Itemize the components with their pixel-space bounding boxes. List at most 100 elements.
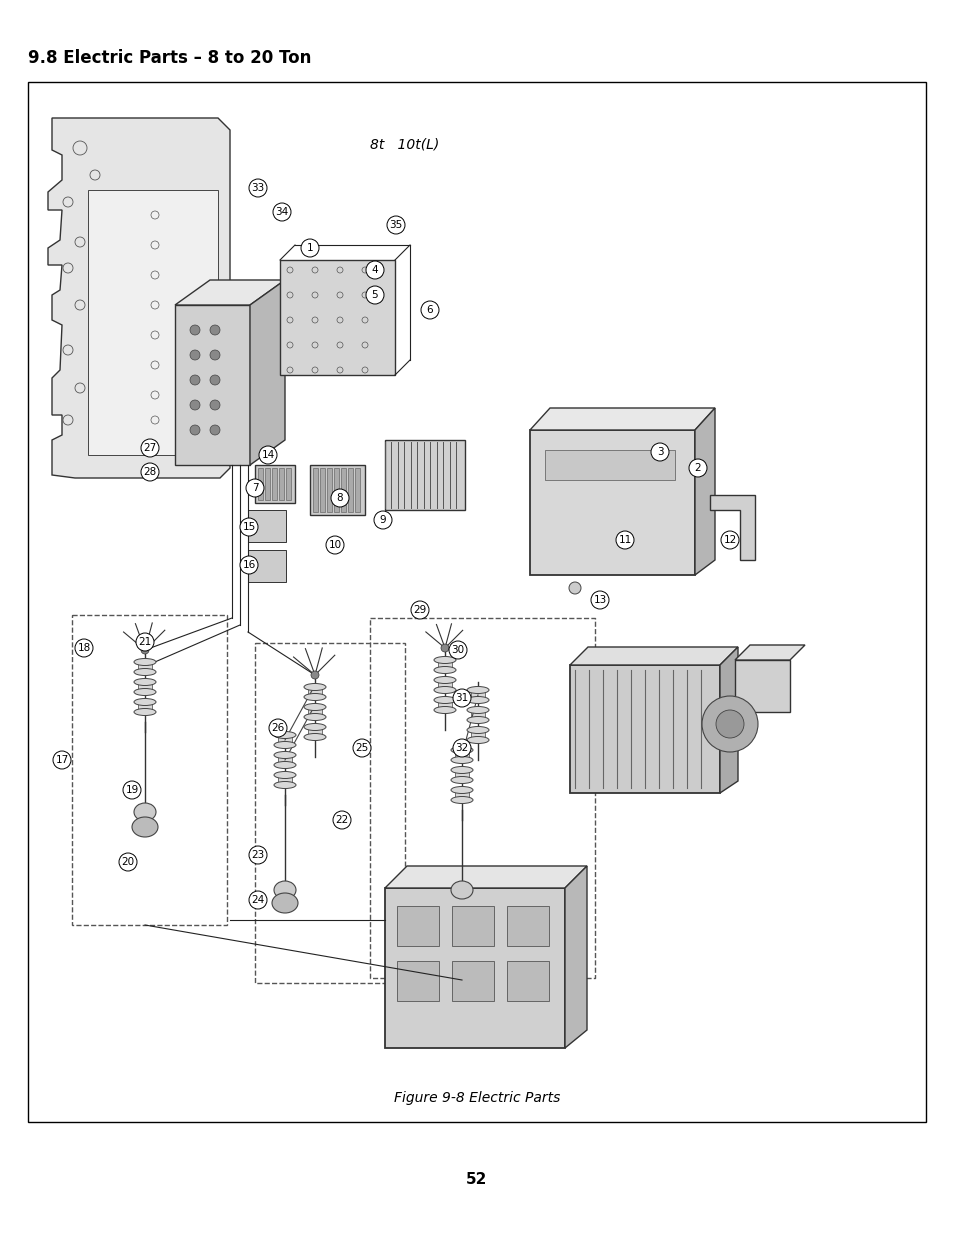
Polygon shape <box>734 645 804 659</box>
Text: 32: 32 <box>455 743 468 753</box>
Ellipse shape <box>304 734 326 741</box>
Circle shape <box>650 443 668 461</box>
Ellipse shape <box>133 699 156 705</box>
Ellipse shape <box>133 668 156 676</box>
Ellipse shape <box>467 706 489 714</box>
Bar <box>385 440 464 510</box>
Ellipse shape <box>304 694 326 700</box>
Circle shape <box>136 634 153 651</box>
Bar <box>348 468 353 513</box>
Text: 23: 23 <box>251 850 264 860</box>
Circle shape <box>75 638 92 657</box>
Text: 16: 16 <box>242 559 255 571</box>
Text: 15: 15 <box>242 522 255 532</box>
Text: 13: 13 <box>593 595 606 605</box>
Text: 29: 29 <box>413 605 426 615</box>
Text: 8t   10t(L): 8t 10t(L) <box>370 138 438 152</box>
Ellipse shape <box>274 731 295 739</box>
Ellipse shape <box>274 762 295 768</box>
Text: 5: 5 <box>372 290 378 300</box>
Text: 11: 11 <box>618 535 631 545</box>
Polygon shape <box>48 119 230 478</box>
Text: 25: 25 <box>355 743 368 753</box>
Bar <box>278 755 292 764</box>
Bar <box>278 735 292 745</box>
Text: 30: 30 <box>451 645 464 655</box>
Circle shape <box>720 531 739 550</box>
Ellipse shape <box>467 697 489 704</box>
Ellipse shape <box>434 697 456 704</box>
Ellipse shape <box>451 757 473 763</box>
Circle shape <box>333 811 351 829</box>
Bar <box>455 790 468 800</box>
Circle shape <box>301 240 318 257</box>
Text: 7: 7 <box>252 483 258 493</box>
Bar <box>254 643 405 983</box>
Circle shape <box>273 203 291 221</box>
Bar <box>308 687 321 697</box>
Circle shape <box>688 459 706 477</box>
Circle shape <box>190 325 200 335</box>
Polygon shape <box>709 495 754 559</box>
Bar <box>385 888 564 1049</box>
Polygon shape <box>250 280 285 466</box>
Circle shape <box>210 325 220 335</box>
Circle shape <box>366 261 384 279</box>
Ellipse shape <box>467 736 489 743</box>
Circle shape <box>141 463 159 480</box>
Circle shape <box>374 511 392 529</box>
Circle shape <box>453 689 471 706</box>
Ellipse shape <box>451 746 473 753</box>
Circle shape <box>331 489 349 508</box>
Circle shape <box>366 287 384 304</box>
Text: 31: 31 <box>455 693 468 703</box>
Polygon shape <box>569 647 738 664</box>
Ellipse shape <box>132 818 158 837</box>
Circle shape <box>141 646 149 655</box>
Polygon shape <box>530 408 714 430</box>
Circle shape <box>190 425 200 435</box>
Polygon shape <box>720 647 738 793</box>
Bar <box>438 680 451 690</box>
Text: 20: 20 <box>121 857 134 867</box>
Bar <box>254 466 294 503</box>
Bar <box>355 468 359 513</box>
Circle shape <box>210 400 220 410</box>
Ellipse shape <box>274 741 295 748</box>
Bar <box>506 906 548 946</box>
Circle shape <box>701 697 758 752</box>
Bar <box>452 961 494 1002</box>
Bar <box>138 701 152 713</box>
Text: 6: 6 <box>426 305 433 315</box>
Ellipse shape <box>434 706 456 714</box>
Bar <box>308 727 321 737</box>
Circle shape <box>590 592 608 609</box>
Circle shape <box>353 739 371 757</box>
Circle shape <box>249 890 267 909</box>
Bar <box>248 550 286 582</box>
Bar <box>327 468 332 513</box>
Bar <box>174 305 250 466</box>
Circle shape <box>190 375 200 385</box>
Bar <box>313 468 317 513</box>
Circle shape <box>716 710 743 739</box>
Text: 9.8 Electric Parts – 8 to 20 Ton: 9.8 Electric Parts – 8 to 20 Ton <box>28 49 311 67</box>
Text: 22: 22 <box>335 815 348 825</box>
Circle shape <box>210 350 220 359</box>
Ellipse shape <box>451 787 473 794</box>
Ellipse shape <box>133 688 156 695</box>
Ellipse shape <box>272 893 297 913</box>
Bar <box>257 468 263 500</box>
Bar <box>310 466 365 515</box>
Bar <box>278 468 284 500</box>
Ellipse shape <box>451 881 473 899</box>
Circle shape <box>123 781 141 799</box>
Bar <box>471 730 484 740</box>
Ellipse shape <box>434 657 456 663</box>
Bar <box>471 690 484 700</box>
Bar <box>396 961 438 1002</box>
Bar <box>286 468 291 500</box>
Bar <box>370 618 595 978</box>
Bar <box>506 961 548 1002</box>
Bar <box>248 510 286 542</box>
